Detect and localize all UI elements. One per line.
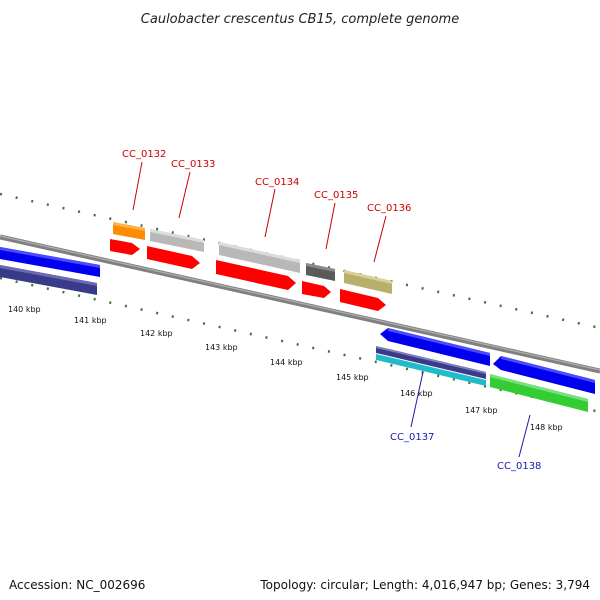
cds-cc0133	[147, 246, 200, 269]
cds-cc0132	[110, 239, 140, 255]
feature-navy-left	[0, 265, 97, 295]
cds-cc0134	[216, 260, 296, 290]
callout-lines-bottom	[410, 371, 531, 458]
tick-label: 145 kbp	[336, 373, 369, 382]
tick-label: 147 kbp	[465, 406, 498, 415]
gene-label-cc0132: CC_0132	[122, 149, 166, 160]
genome-summary-text: Topology: circular; Length: 4,016,947 bp…	[260, 578, 590, 592]
tick-label: 148 kbp	[530, 423, 563, 432]
feature-green-cc0138	[490, 374, 588, 412]
gene-labels-top: CC_0132 CC_0133 CC_0134 CC_0135 CC_0136	[122, 149, 411, 214]
accession-text: Accession: NC_002696	[9, 578, 146, 592]
scale-ticks-lower	[0, 276, 600, 414]
feature-khaki	[344, 270, 392, 294]
feature-blue-left-pointing	[380, 328, 490, 366]
cds-cc0135	[302, 281, 331, 298]
map-title: Caulobacter crescentus CB15, complete ge…	[141, 12, 459, 27]
gene-labels-bottom: CC_0137 CC_0138	[390, 432, 541, 472]
feature-orange	[113, 222, 145, 240]
callout-lines-top	[132, 161, 387, 263]
cds-cc0136	[340, 289, 386, 311]
feature-blue-right	[493, 356, 595, 394]
genome-backbone	[0, 234, 600, 374]
tick-label: 142 kbp	[140, 329, 173, 338]
gene-label-cc0136: CC_0136	[367, 203, 411, 214]
tick-labels: 140 kbp 141 kbp 142 kbp 143 kbp 144 kbp …	[8, 305, 563, 432]
feature-gray-0134	[219, 242, 300, 273]
scale-ticks-upper	[0, 192, 600, 330]
feature-cyan-cc0137	[376, 354, 486, 386]
tick-label: 144 kbp	[270, 358, 303, 367]
gene-label-cc0135: CC_0135	[314, 190, 358, 201]
feature-darkgray	[306, 263, 335, 281]
tick-label: 140 kbp	[8, 305, 41, 314]
feature-blue-left	[0, 247, 100, 277]
gene-label-cc0133: CC_0133	[171, 159, 215, 170]
tick-label: 141 kbp	[74, 316, 107, 325]
feature-gray-0133	[150, 229, 204, 252]
feature-navy-cc0137	[376, 346, 486, 379]
tick-label: 143 kbp	[205, 343, 238, 352]
gene-label-cc0138: CC_0138	[497, 461, 541, 472]
tick-label: 146 kbp	[400, 389, 433, 398]
gene-label-cc0137: CC_0137	[390, 432, 434, 443]
gene-label-cc0134: CC_0134	[255, 177, 299, 188]
